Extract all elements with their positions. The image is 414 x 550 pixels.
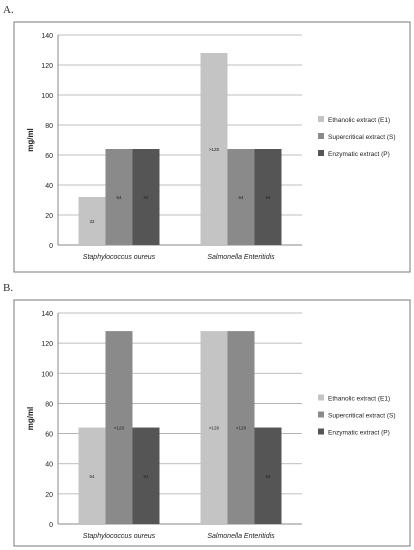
chart-a-data-label: 64 <box>238 195 244 200</box>
chart-b-y-tick-label: 20 <box>45 492 53 499</box>
chart-b-data-label: 64 <box>89 474 95 479</box>
chart-b-data-label: >128 <box>114 426 125 431</box>
chart-b-legend-label: Enzymatic extract (P) <box>328 430 390 437</box>
chart-b-y-tick-label: 140 <box>41 311 53 318</box>
chart-b-category-label: Staphylococcus oureus <box>83 533 156 540</box>
chart-a-category-label: Staphylococcus oureus <box>83 254 156 261</box>
chart-b-y-tick-label: 0 <box>49 522 53 529</box>
chart-b-legend-label: Supercritical extract (S) <box>328 413 396 420</box>
chart-b-y-tick-label: 60 <box>45 432 53 439</box>
chart-a-data-label: 64 <box>116 195 122 200</box>
panel-label-b: B. <box>3 282 13 294</box>
chart-a-data-label: 64 <box>265 195 271 200</box>
chart-a-y-tick-label: 0 <box>49 243 53 250</box>
chart-a-y-tick-label: 100 <box>41 93 53 100</box>
chart-b-category-label: Salmonella Enteritidis <box>207 533 275 540</box>
chart-b-y-axis-label: mg/ml <box>26 407 35 431</box>
chart-a-legend-swatch <box>318 116 324 122</box>
chart-b-legend-swatch <box>318 395 324 401</box>
chart-b-y-tick-label: 40 <box>45 462 53 469</box>
chart-a-y-tick-label: 40 <box>45 183 53 190</box>
chart-b-y-tick-label: 120 <box>41 341 53 348</box>
chart-b-data-label: 64 <box>265 474 271 479</box>
chart-b-legend-swatch <box>318 429 324 435</box>
chart-b-data-label: 64 <box>143 474 149 479</box>
chart-b-data-label: >128 <box>209 426 220 431</box>
chart-a-legend-label: Ethanolic extract (E1) <box>328 117 390 124</box>
chart-a-legend-label: Supercritical extract (S) <box>328 134 396 141</box>
chart-a-data-label: 64 <box>143 195 149 200</box>
chart-a-legend-swatch <box>318 133 324 139</box>
chart-a-y-tick-label: 60 <box>45 153 53 160</box>
chart-b-legend-swatch <box>318 412 324 418</box>
chart-a: 0 20 40 60 80 100 120 140 mg/ml 32 64 64 Staphylococ… <box>0 18 414 276</box>
chart-a-y-tick-label: 20 <box>45 213 53 220</box>
chart-a-legend-label: Enzymatic extract (P) <box>328 151 390 158</box>
chart-b-y-tick-label: 100 <box>41 371 53 378</box>
chart-b-data-label: >128 <box>236 426 247 431</box>
chart-a-y-axis-label: mg/ml <box>26 128 35 152</box>
panel-label-a: A. <box>3 4 14 16</box>
chart-b: 0 20 40 60 80 100 120 140 mg/ml 64 >128 64 Staphyloc… <box>0 296 414 550</box>
chart-a-data-label: >128 <box>209 147 220 152</box>
chart-a-category-label: Salmonella Enteritidis <box>207 254 275 261</box>
chart-a-data-label: 32 <box>89 219 95 224</box>
chart-b-legend-label: Ethanolic extract (E1) <box>328 396 390 403</box>
chart-b-y-tick-label: 80 <box>45 401 53 408</box>
chart-a-y-tick-label: 120 <box>41 63 53 70</box>
chart-a-y-tick-label: 80 <box>45 123 53 130</box>
chart-a-legend-swatch <box>318 150 324 156</box>
chart-a-y-tick-label: 140 <box>41 33 53 40</box>
